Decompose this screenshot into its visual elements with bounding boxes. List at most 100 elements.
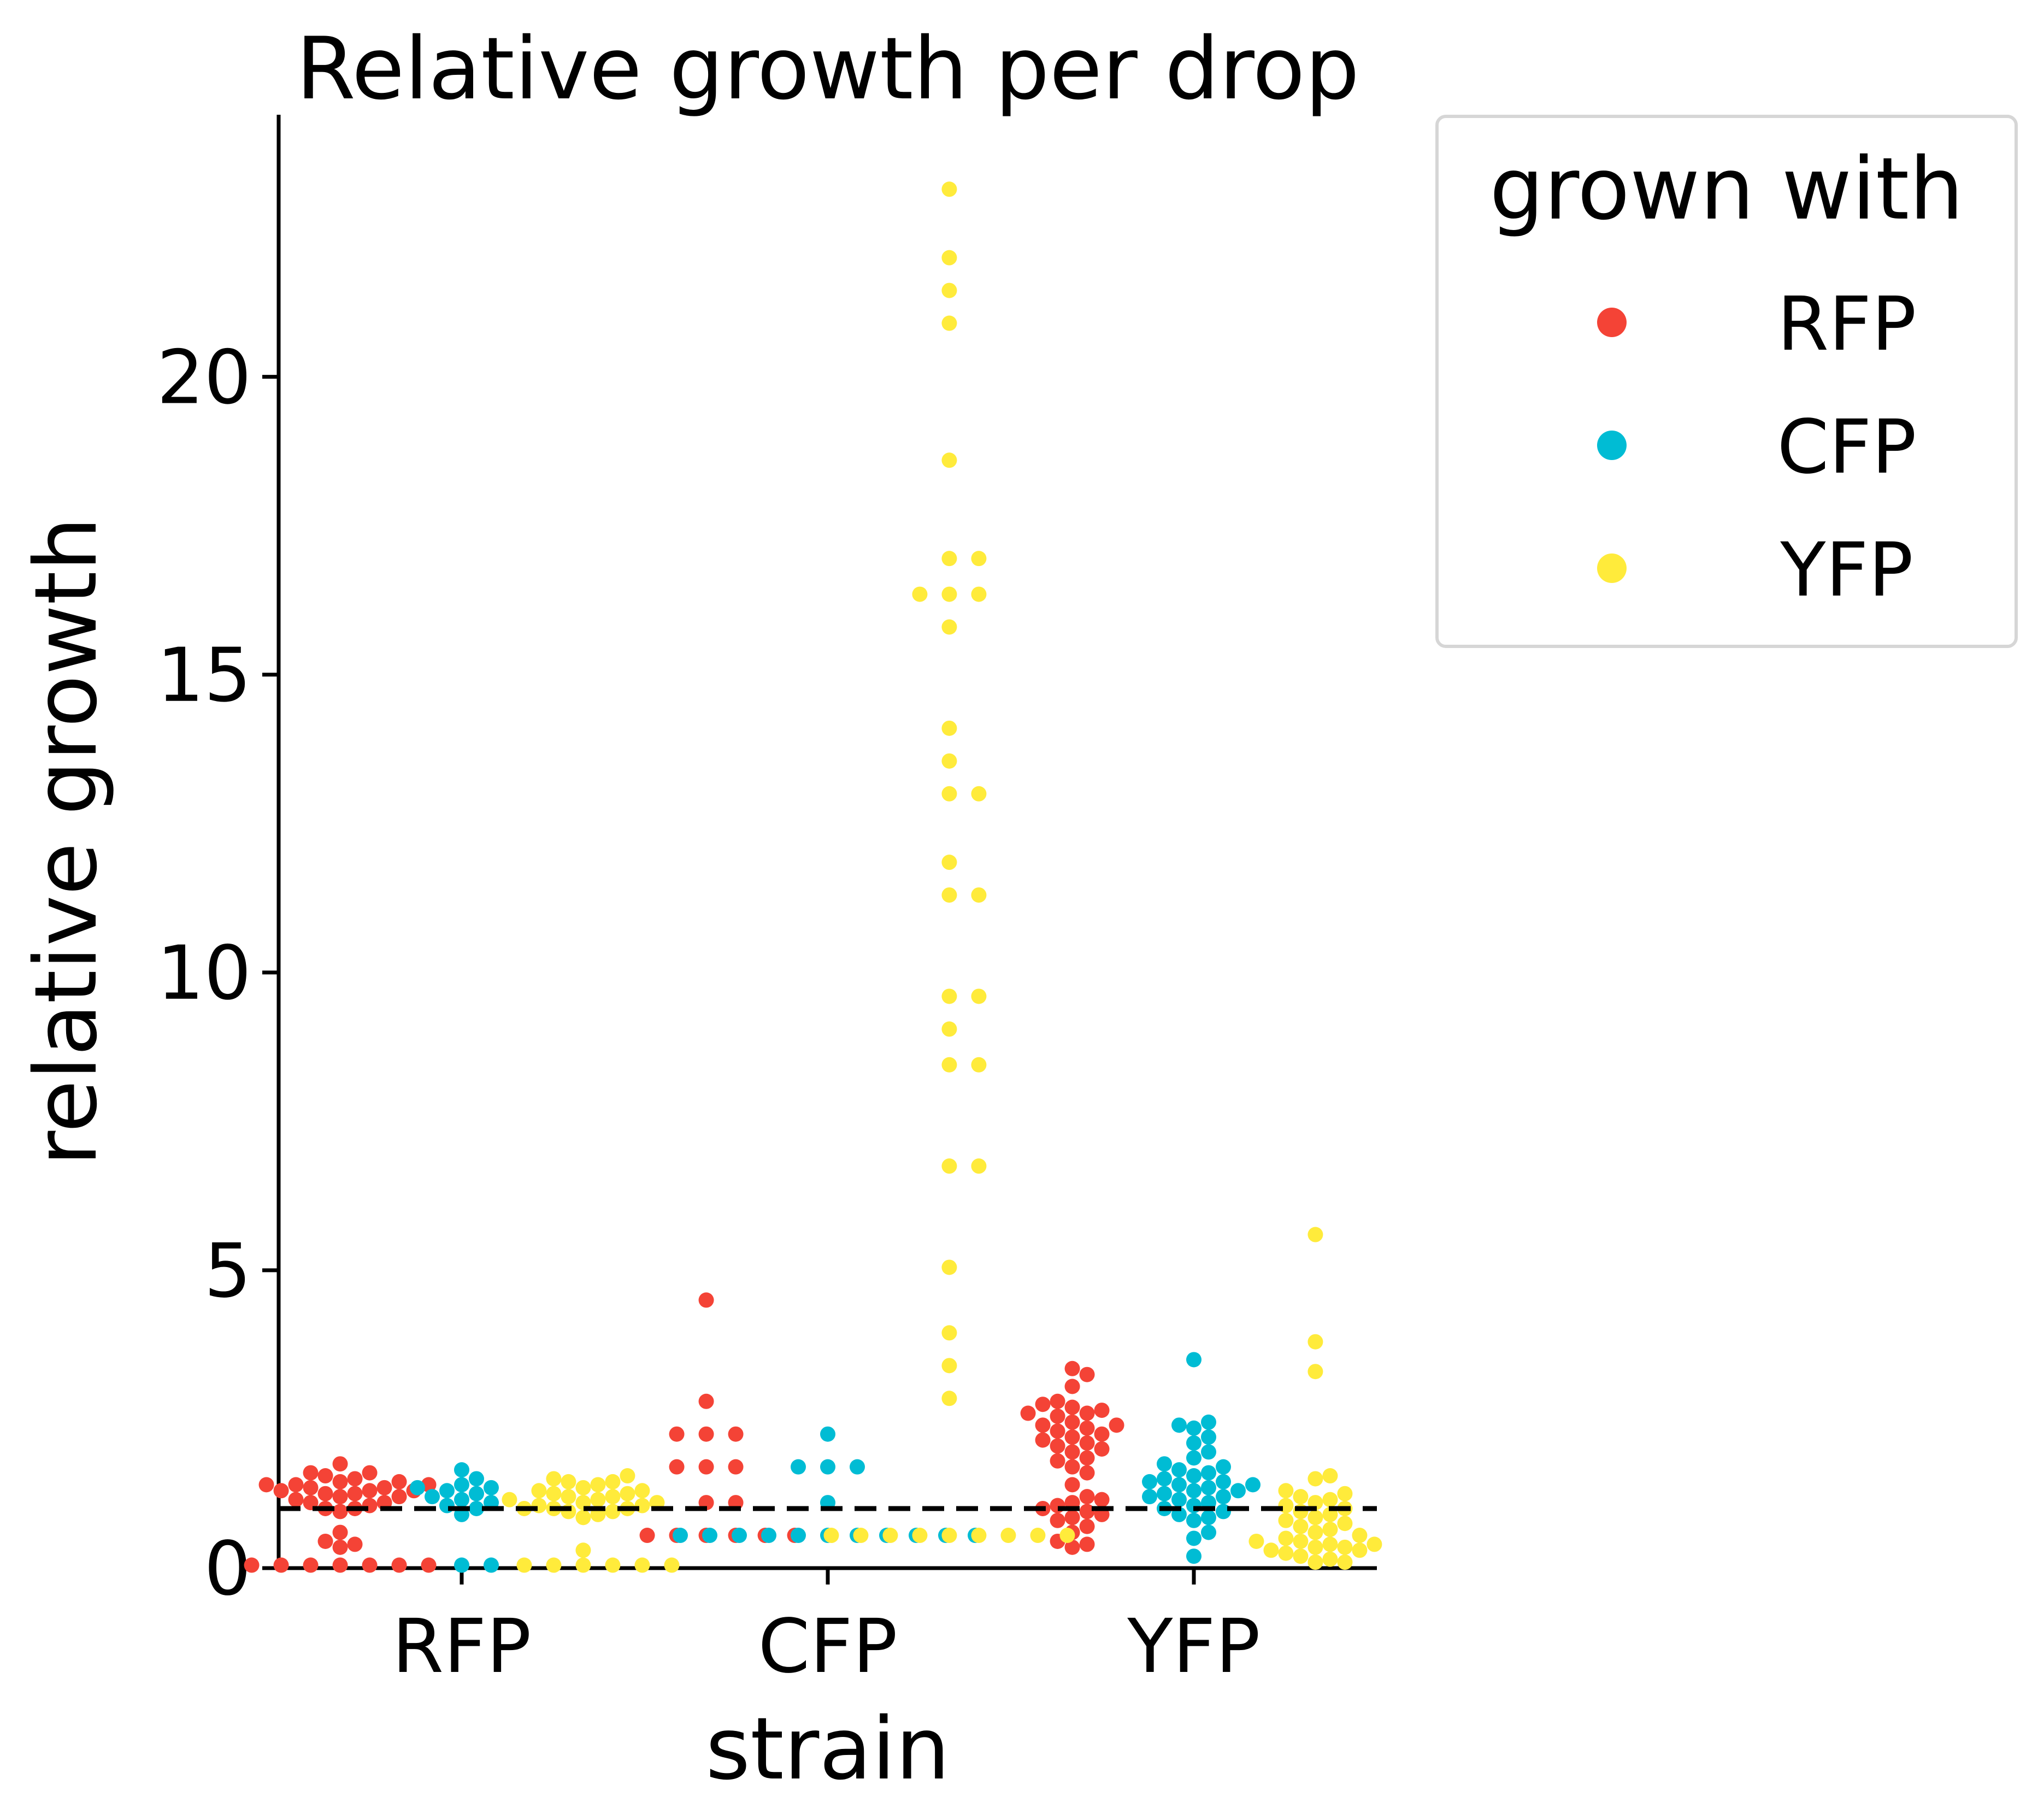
data-point bbox=[850, 1459, 865, 1475]
data-point bbox=[317, 1533, 333, 1549]
data-point bbox=[941, 720, 957, 736]
data-point bbox=[1079, 1465, 1095, 1481]
data-point bbox=[1050, 1512, 1065, 1528]
data-point bbox=[1079, 1518, 1095, 1534]
data-point bbox=[1307, 1334, 1323, 1350]
data-point bbox=[1171, 1492, 1187, 1507]
data-point bbox=[1293, 1533, 1309, 1549]
data-point bbox=[258, 1477, 274, 1493]
data-point bbox=[303, 1557, 319, 1573]
y-tick-label: 20 bbox=[157, 335, 251, 421]
data-point bbox=[1050, 1453, 1065, 1469]
data-point bbox=[941, 586, 957, 602]
legend: grown with RFP CFP YFP bbox=[1435, 115, 2018, 648]
data-point bbox=[502, 1492, 517, 1507]
data-point bbox=[454, 1462, 469, 1478]
data-point bbox=[1293, 1489, 1309, 1505]
data-point bbox=[1171, 1462, 1187, 1478]
data-point bbox=[1186, 1512, 1201, 1528]
data-point bbox=[1337, 1554, 1353, 1570]
data-point bbox=[1352, 1528, 1368, 1544]
data-point bbox=[941, 988, 957, 1004]
data-point bbox=[317, 1468, 333, 1484]
data-point bbox=[941, 619, 957, 635]
data-point bbox=[1171, 1417, 1187, 1433]
data-point bbox=[1186, 1420, 1201, 1436]
data-point bbox=[941, 1021, 957, 1037]
data-point bbox=[303, 1465, 319, 1481]
data-point bbox=[971, 551, 987, 567]
data-point bbox=[971, 1158, 987, 1174]
data-point bbox=[1064, 1539, 1080, 1555]
data-point bbox=[941, 1158, 957, 1174]
legend-marker bbox=[1597, 431, 1627, 460]
data-point bbox=[516, 1557, 532, 1573]
data-point bbox=[1079, 1435, 1095, 1451]
data-point bbox=[971, 887, 987, 903]
data-point bbox=[1186, 1468, 1201, 1484]
data-point bbox=[410, 1480, 425, 1495]
data-point bbox=[1201, 1510, 1216, 1525]
data-point bbox=[820, 1426, 835, 1442]
data-point bbox=[362, 1483, 378, 1499]
data-point bbox=[971, 1528, 987, 1544]
data-point bbox=[1109, 1417, 1124, 1433]
data-point bbox=[1079, 1536, 1095, 1552]
data-point bbox=[912, 1528, 928, 1544]
data-point bbox=[620, 1486, 635, 1501]
data-point bbox=[332, 1557, 348, 1573]
data-point bbox=[941, 551, 957, 567]
data-point bbox=[1186, 1435, 1201, 1451]
data-point bbox=[941, 452, 957, 468]
data-point bbox=[1293, 1548, 1309, 1564]
data-point bbox=[941, 1325, 957, 1341]
data-point bbox=[347, 1471, 363, 1487]
data-point bbox=[941, 786, 957, 802]
data-point bbox=[421, 1557, 437, 1573]
data-point bbox=[728, 1426, 744, 1442]
y-tick-label: 5 bbox=[204, 1228, 251, 1315]
axes: 0 5 10 15 20 RFP CFP YFP bbox=[157, 115, 1377, 1690]
data-point bbox=[1050, 1409, 1065, 1424]
x-tick-label: YFP bbox=[1127, 1604, 1260, 1690]
data-point bbox=[1059, 1528, 1075, 1544]
data-point bbox=[439, 1483, 455, 1499]
data-point bbox=[391, 1557, 407, 1573]
data-point bbox=[941, 753, 957, 769]
data-point bbox=[1171, 1477, 1187, 1493]
data-point bbox=[1020, 1405, 1036, 1421]
legend-title: grown with bbox=[1489, 139, 1964, 239]
data-point bbox=[1248, 1533, 1264, 1549]
data-point bbox=[1079, 1504, 1095, 1519]
data-point bbox=[1186, 1548, 1201, 1564]
data-point bbox=[469, 1471, 484, 1487]
data-point bbox=[1064, 1360, 1080, 1376]
data-point bbox=[1367, 1536, 1382, 1552]
data-point bbox=[1050, 1393, 1065, 1409]
data-point bbox=[1142, 1474, 1157, 1489]
data-point bbox=[1064, 1429, 1080, 1445]
data-point bbox=[1307, 1539, 1323, 1555]
data-point bbox=[1186, 1450, 1201, 1466]
data-point bbox=[698, 1426, 714, 1442]
data-point bbox=[1337, 1516, 1353, 1532]
data-point bbox=[1245, 1477, 1261, 1493]
data-point bbox=[728, 1459, 744, 1475]
y-tick-label: 15 bbox=[157, 633, 251, 719]
data-point bbox=[941, 282, 957, 298]
data-point bbox=[664, 1557, 680, 1573]
data-point bbox=[454, 1557, 469, 1573]
legend-marker bbox=[1597, 553, 1627, 583]
data-point bbox=[823, 1528, 839, 1544]
data-point bbox=[1322, 1536, 1338, 1552]
data-point bbox=[698, 1393, 714, 1409]
data-point bbox=[1278, 1512, 1294, 1528]
data-point bbox=[244, 1557, 260, 1573]
data-points bbox=[244, 181, 1382, 1573]
data-point bbox=[698, 1459, 714, 1475]
data-point bbox=[484, 1557, 499, 1573]
data-point bbox=[971, 1057, 987, 1073]
data-point bbox=[332, 1524, 348, 1540]
data-point bbox=[273, 1557, 289, 1573]
data-point bbox=[347, 1486, 363, 1501]
